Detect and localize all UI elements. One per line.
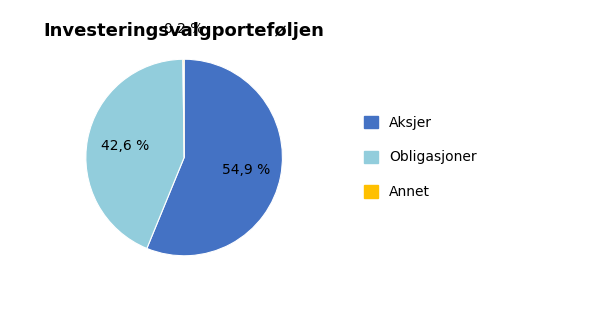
Wedge shape <box>147 59 282 256</box>
Text: 54,9 %: 54,9 % <box>222 163 270 177</box>
Text: 42,6 %: 42,6 % <box>100 139 149 153</box>
Legend: Aksjer, Obligasjoner, Annet: Aksjer, Obligasjoner, Annet <box>364 116 476 199</box>
Text: Investeringsvalgporteføljen: Investeringsvalgporteføljen <box>44 22 324 40</box>
Wedge shape <box>183 59 184 158</box>
Wedge shape <box>86 59 184 249</box>
Text: 0,2 %: 0,2 % <box>163 22 203 36</box>
